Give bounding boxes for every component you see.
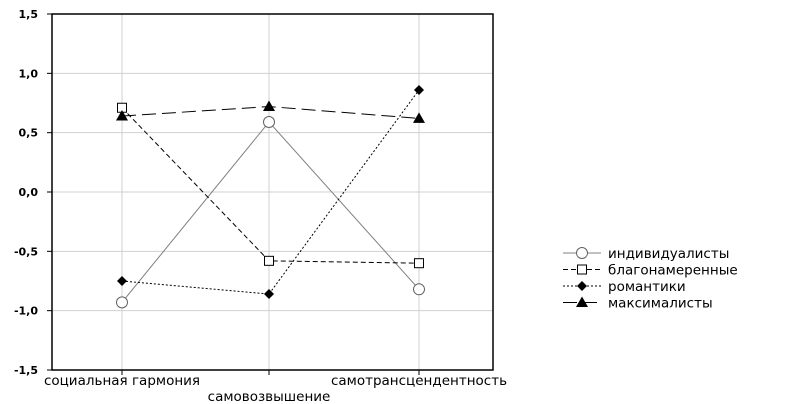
data-point bbox=[413, 283, 425, 296]
legend: индивидуалистыблагонамеренныеромантикима… bbox=[563, 246, 738, 312]
y-tick-label: 1,0 bbox=[19, 67, 39, 80]
legend-item: максималисты bbox=[563, 296, 713, 312]
legend-label: максималисты bbox=[608, 296, 713, 312]
x-tick-label: самовозвышение bbox=[208, 389, 331, 404]
legend-marker bbox=[576, 296, 588, 307]
data-point bbox=[413, 112, 425, 123]
data-point bbox=[117, 276, 127, 286]
series-0 bbox=[116, 115, 425, 309]
y-tick-label: -1,5 bbox=[14, 364, 38, 377]
grid bbox=[52, 13, 493, 371]
series-2 bbox=[117, 84, 424, 300]
data-point bbox=[264, 289, 274, 300]
data-point bbox=[414, 84, 424, 95]
data-point bbox=[263, 100, 275, 112]
y-tick-label: 0,5 bbox=[19, 127, 39, 140]
series-line bbox=[121, 121, 420, 303]
y-tick-label: -1,0 bbox=[14, 305, 38, 318]
legend-label: благонамеренные bbox=[608, 263, 738, 279]
legend-item: романтики bbox=[563, 279, 686, 295]
data-point bbox=[264, 255, 274, 266]
legend-marker bbox=[577, 264, 587, 275]
legend-marker bbox=[576, 247, 588, 259]
y-axis-ticks: 1,5 1,0 0,5 0,0 -0,5 -1,0 -1,5 bbox=[14, 8, 52, 377]
data-point bbox=[116, 296, 128, 309]
series-3 bbox=[116, 100, 425, 123]
x-axis-ticks: социальная гармония самовозвышениесамотра… bbox=[44, 370, 507, 404]
data-point bbox=[116, 110, 128, 121]
series-layer bbox=[116, 84, 425, 309]
legend-label: романтики bbox=[608, 279, 686, 295]
legend-item: индивидуалисты bbox=[563, 246, 729, 262]
y-tick-label: 1,5 bbox=[19, 8, 39, 21]
y-tick-label: -0,5 bbox=[14, 245, 38, 258]
legend-marker bbox=[577, 281, 587, 291]
data-point bbox=[414, 258, 424, 269]
y-tick-label: 0,0 bbox=[19, 186, 39, 199]
x-tick-label: самотрансцендентность bbox=[331, 373, 507, 389]
x-tick-label: социальная гармония bbox=[44, 373, 200, 389]
series-line bbox=[121, 89, 420, 295]
legend-item: благонамеренные bbox=[563, 263, 738, 279]
legend-label: индивидуалисты bbox=[608, 246, 729, 262]
data-point bbox=[263, 115, 275, 128]
